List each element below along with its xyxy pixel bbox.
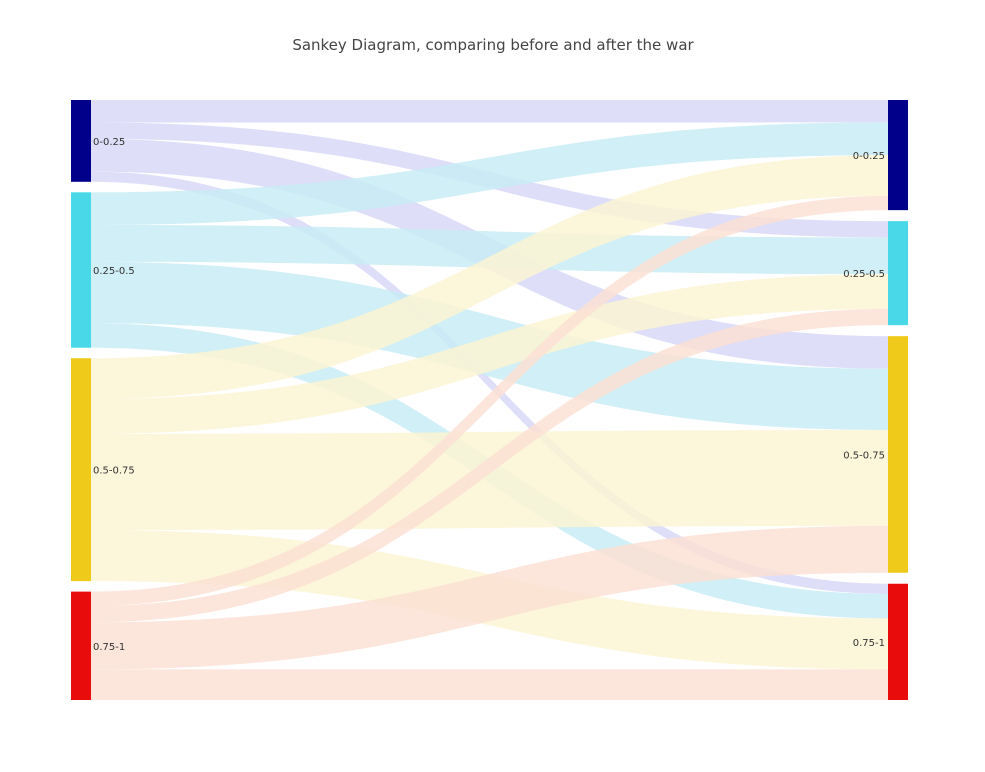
link-L2-R1[interactable] — [91, 274, 888, 434]
links-layer — [91, 100, 888, 700]
link-L1-R1[interactable] — [91, 225, 888, 275]
node-after-0.75-1[interactable] — [888, 583, 908, 700]
link-L3-R0[interactable] — [91, 195, 888, 606]
node-label-after-0.5-0.75: 0.5-0.75 — [843, 450, 885, 461]
link-L1-R0[interactable] — [91, 122, 888, 226]
link-L3-R3[interactable] — [91, 669, 888, 700]
link-L3-R1[interactable] — [91, 308, 888, 623]
node-label-after-0-0.25: 0-0.25 — [853, 151, 885, 162]
node-before-0.5-0.75[interactable] — [71, 358, 91, 582]
node-before-0-0.25[interactable] — [71, 100, 91, 182]
link-L0-R0[interactable] — [91, 100, 888, 123]
node-label-before-0.25-0.5: 0.25-0.5 — [93, 266, 135, 277]
node-after-0.5-0.75[interactable] — [888, 336, 908, 573]
nodes-layer: 0-0.25 0.25-0.5 0.5-0.75 0.75-1 0-0.25 0.25-0… — [71, 100, 908, 700]
link-L2-R2[interactable] — [91, 429, 888, 530]
node-label-before-0.75-1: 0.75-1 — [93, 642, 125, 653]
node-label-before-0.5-0.75: 0.5-0.75 — [93, 466, 135, 477]
link-L0-R3[interactable] — [91, 171, 888, 594]
link-L2-R0[interactable] — [91, 155, 888, 400]
node-before-0.25-0.5[interactable] — [71, 192, 91, 348]
chart-title: Sankey Diagram, comparing before and aft… — [292, 36, 694, 54]
node-label-after-0.75-1: 0.75-1 — [853, 638, 885, 649]
node-label-after-0.25-0.5: 0.25-0.5 — [843, 269, 885, 280]
link-L3-R2[interactable] — [91, 525, 888, 670]
node-after-0-0.25[interactable] — [888, 100, 908, 211]
node-label-before-0-0.25: 0-0.25 — [93, 137, 125, 148]
node-after-0.25-0.5[interactable] — [888, 221, 908, 326]
node-before-0.75-1[interactable] — [71, 591, 91, 700]
